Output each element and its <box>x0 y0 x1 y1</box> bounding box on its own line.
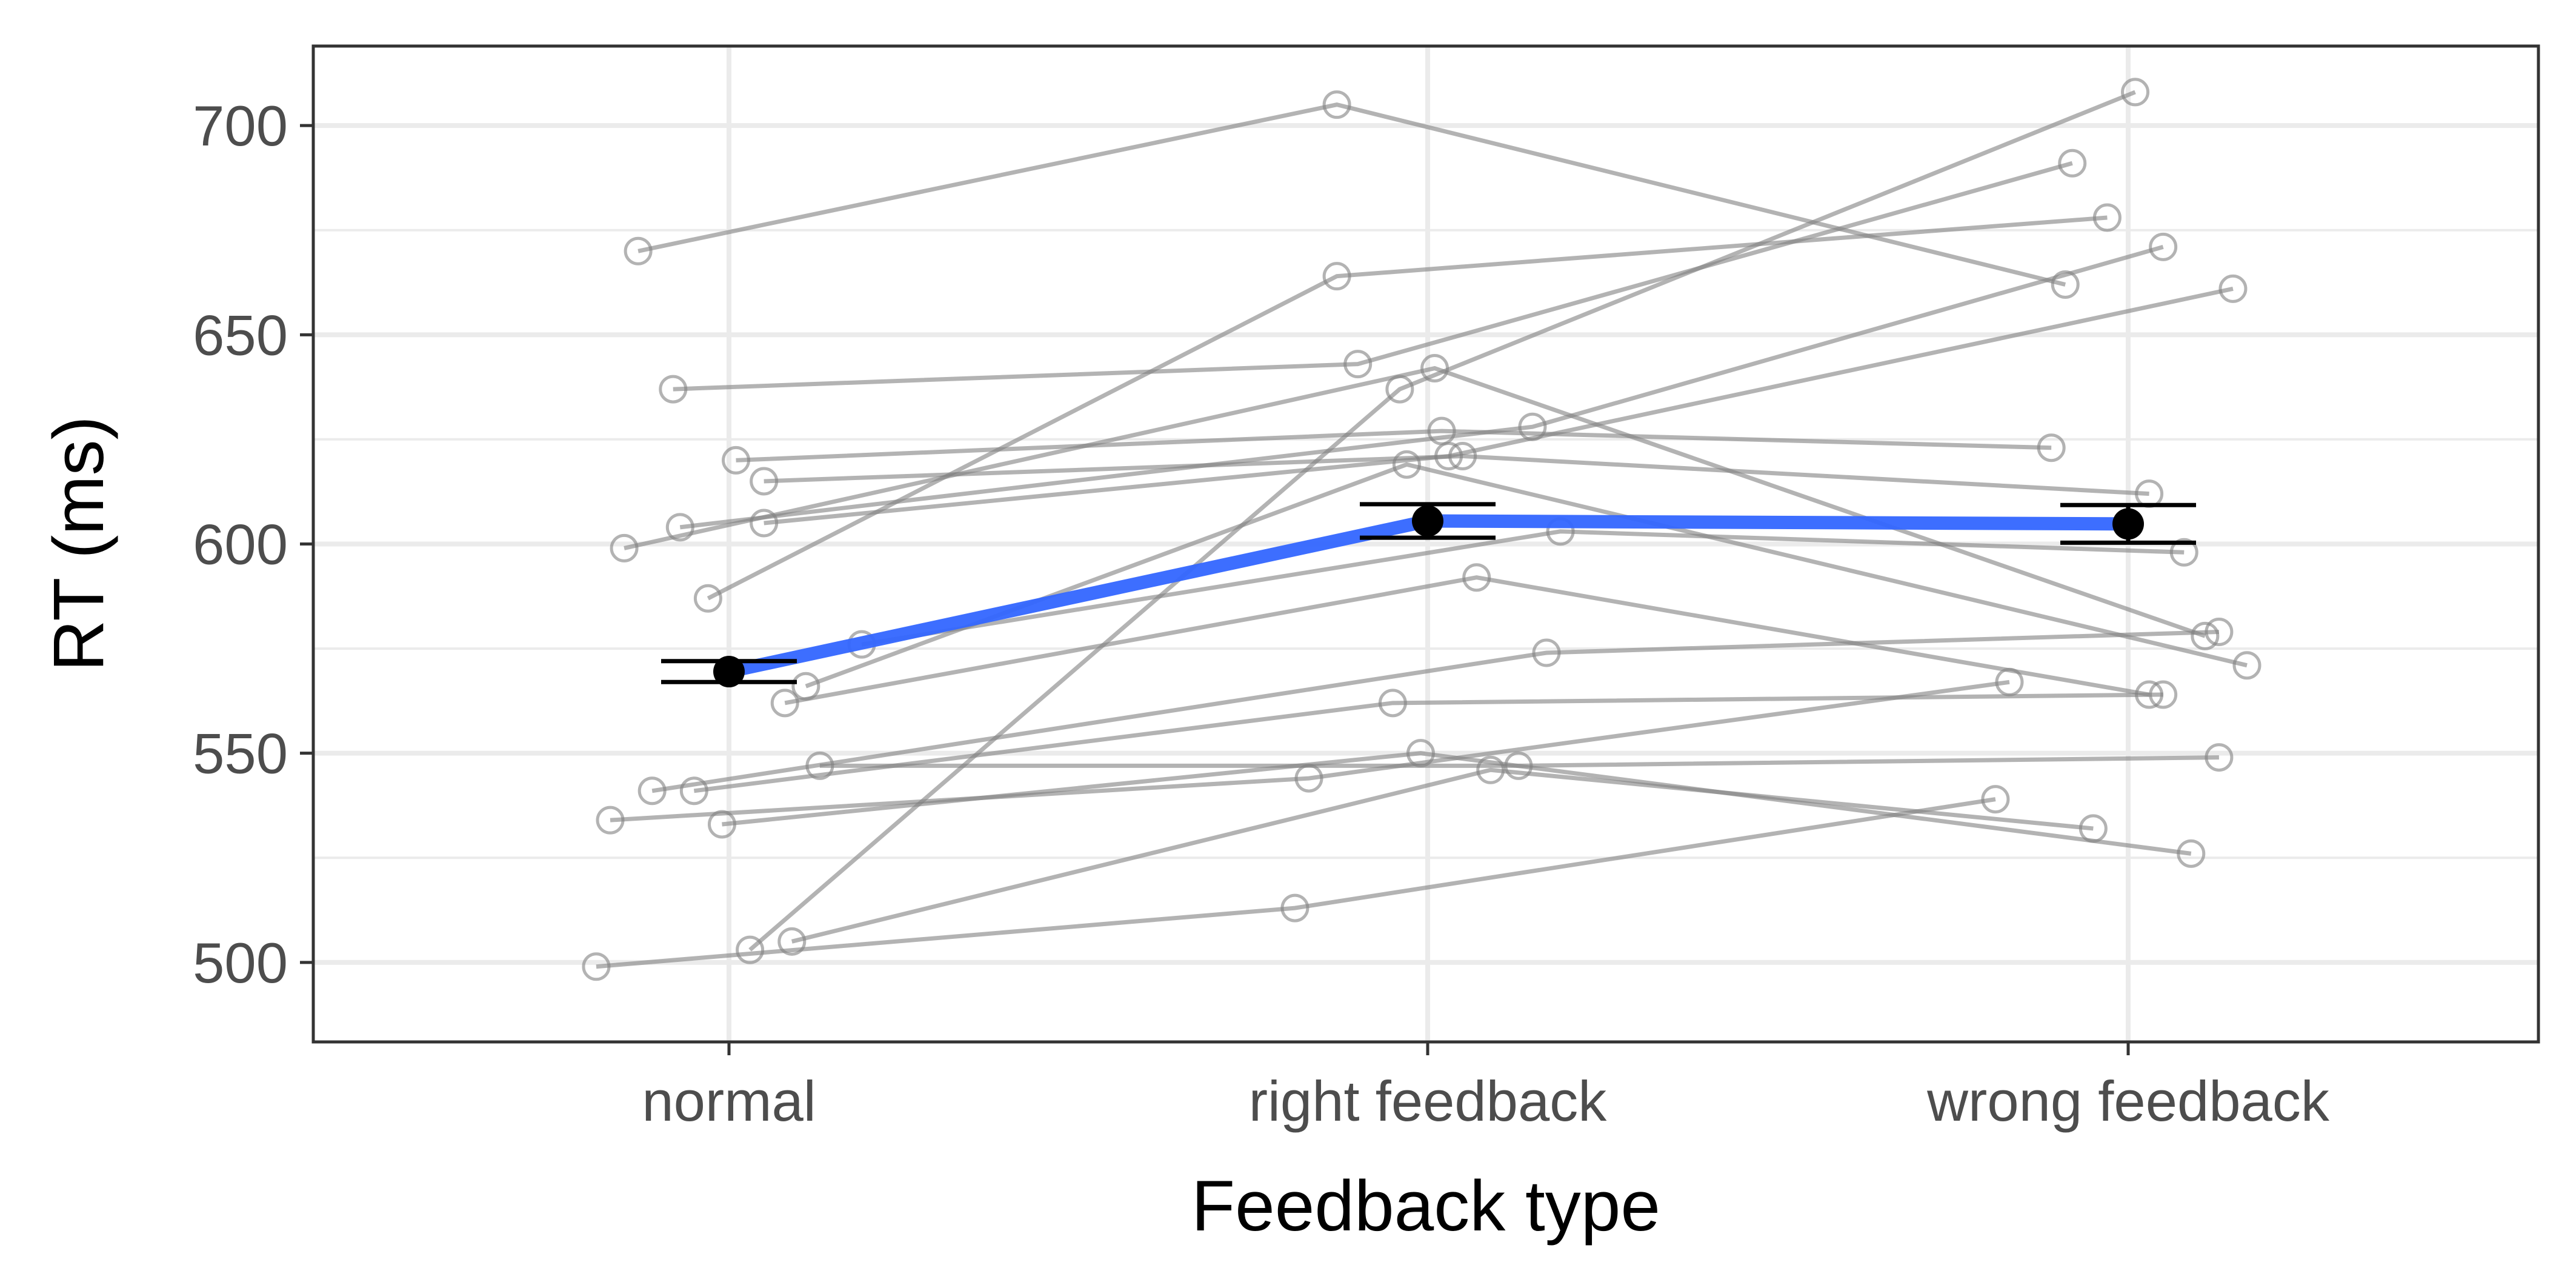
subject-point <box>2169 538 2198 567</box>
subject-line <box>596 797 1996 969</box>
subject-point <box>1532 638 1561 667</box>
subject-lines <box>582 78 2261 981</box>
x-tick-label: right feedback <box>1249 1069 1607 1133</box>
y-tick-label: 600 <box>193 513 288 576</box>
subject-point <box>736 935 765 964</box>
subject-point <box>1322 90 1351 119</box>
subject-point <box>2135 680 2164 709</box>
subject-point <box>791 672 820 701</box>
subject-point <box>1420 354 1449 383</box>
subject-point <box>707 810 736 839</box>
subject-point <box>679 776 708 806</box>
subject-line <box>610 679 2010 823</box>
mean-point <box>713 656 745 688</box>
mean-series <box>661 502 2196 688</box>
y-tick-label: 550 <box>193 722 288 786</box>
subject-line <box>748 90 2136 952</box>
subject-point <box>2205 617 2234 646</box>
subject-point <box>777 927 807 956</box>
subject-point <box>1448 442 1477 471</box>
subject-point <box>582 952 611 981</box>
subject-point <box>1518 412 1547 441</box>
subject-point <box>1981 785 2010 814</box>
subject-point <box>770 689 799 718</box>
subject-point <box>610 533 639 562</box>
subject-point <box>1322 262 1351 291</box>
subject-point <box>2037 433 2066 462</box>
subject-line <box>722 751 2192 856</box>
subject-point <box>750 467 779 496</box>
subject-point <box>1462 563 1491 592</box>
subject-point <box>1280 893 1310 923</box>
subject-point <box>2177 839 2206 868</box>
subject-point <box>2149 680 2178 709</box>
subject-point <box>1378 689 1407 718</box>
subject-line <box>624 365 2206 638</box>
mean-point <box>2112 508 2144 540</box>
x-tick-label: wrong feedback <box>1926 1069 2330 1133</box>
x-axis-title: Feedback type <box>1191 1166 1660 1246</box>
subject-point <box>2232 651 2261 680</box>
y-tick-label: 700 <box>193 94 288 158</box>
x-tick-label: normal <box>642 1069 816 1133</box>
subject-point <box>596 806 625 835</box>
subject-point <box>2218 274 2248 303</box>
subject-point <box>1434 442 1463 471</box>
subject-point <box>805 751 834 780</box>
subject-point <box>637 776 667 806</box>
y-tick-label: 650 <box>193 303 288 367</box>
subject-point <box>1392 450 1421 479</box>
subject-line <box>861 529 2185 647</box>
subject-point <box>665 513 694 542</box>
subject-line <box>707 215 2108 601</box>
subject-line <box>784 575 2150 706</box>
subject-point <box>1406 739 1435 768</box>
subject-point <box>1504 751 1533 780</box>
y-axis-title: RT (ms) <box>39 416 119 672</box>
subject-point <box>1476 755 1505 784</box>
subject-line <box>736 429 2052 462</box>
subject-line <box>637 102 2066 287</box>
subject-point <box>2205 743 2234 772</box>
subject-point <box>2058 148 2087 178</box>
subject-point <box>2092 203 2122 232</box>
subject-line <box>651 629 2219 793</box>
subject-point <box>659 375 688 404</box>
subject-point <box>2078 814 2108 843</box>
mean-point <box>1412 505 1443 537</box>
subject-point <box>1385 375 1414 404</box>
subject-line <box>673 161 2073 392</box>
subject-point <box>693 584 722 613</box>
subject-point <box>750 509 779 538</box>
subject-point <box>1343 350 1373 379</box>
subject-point <box>2051 270 2080 299</box>
y-tick-label: 500 <box>193 931 288 995</box>
subject-point <box>2191 621 2220 650</box>
subject-line <box>791 767 2094 944</box>
subject-point <box>2149 232 2178 261</box>
axes: 500 550 600 650 700 normal right feedback wrong… <box>193 94 2330 1133</box>
subject-point <box>624 236 653 265</box>
subject-line <box>679 244 2164 530</box>
subject-point <box>1995 667 2024 696</box>
subject-point <box>722 445 751 475</box>
subject-point <box>2121 78 2150 107</box>
subject-point <box>1294 764 1323 793</box>
